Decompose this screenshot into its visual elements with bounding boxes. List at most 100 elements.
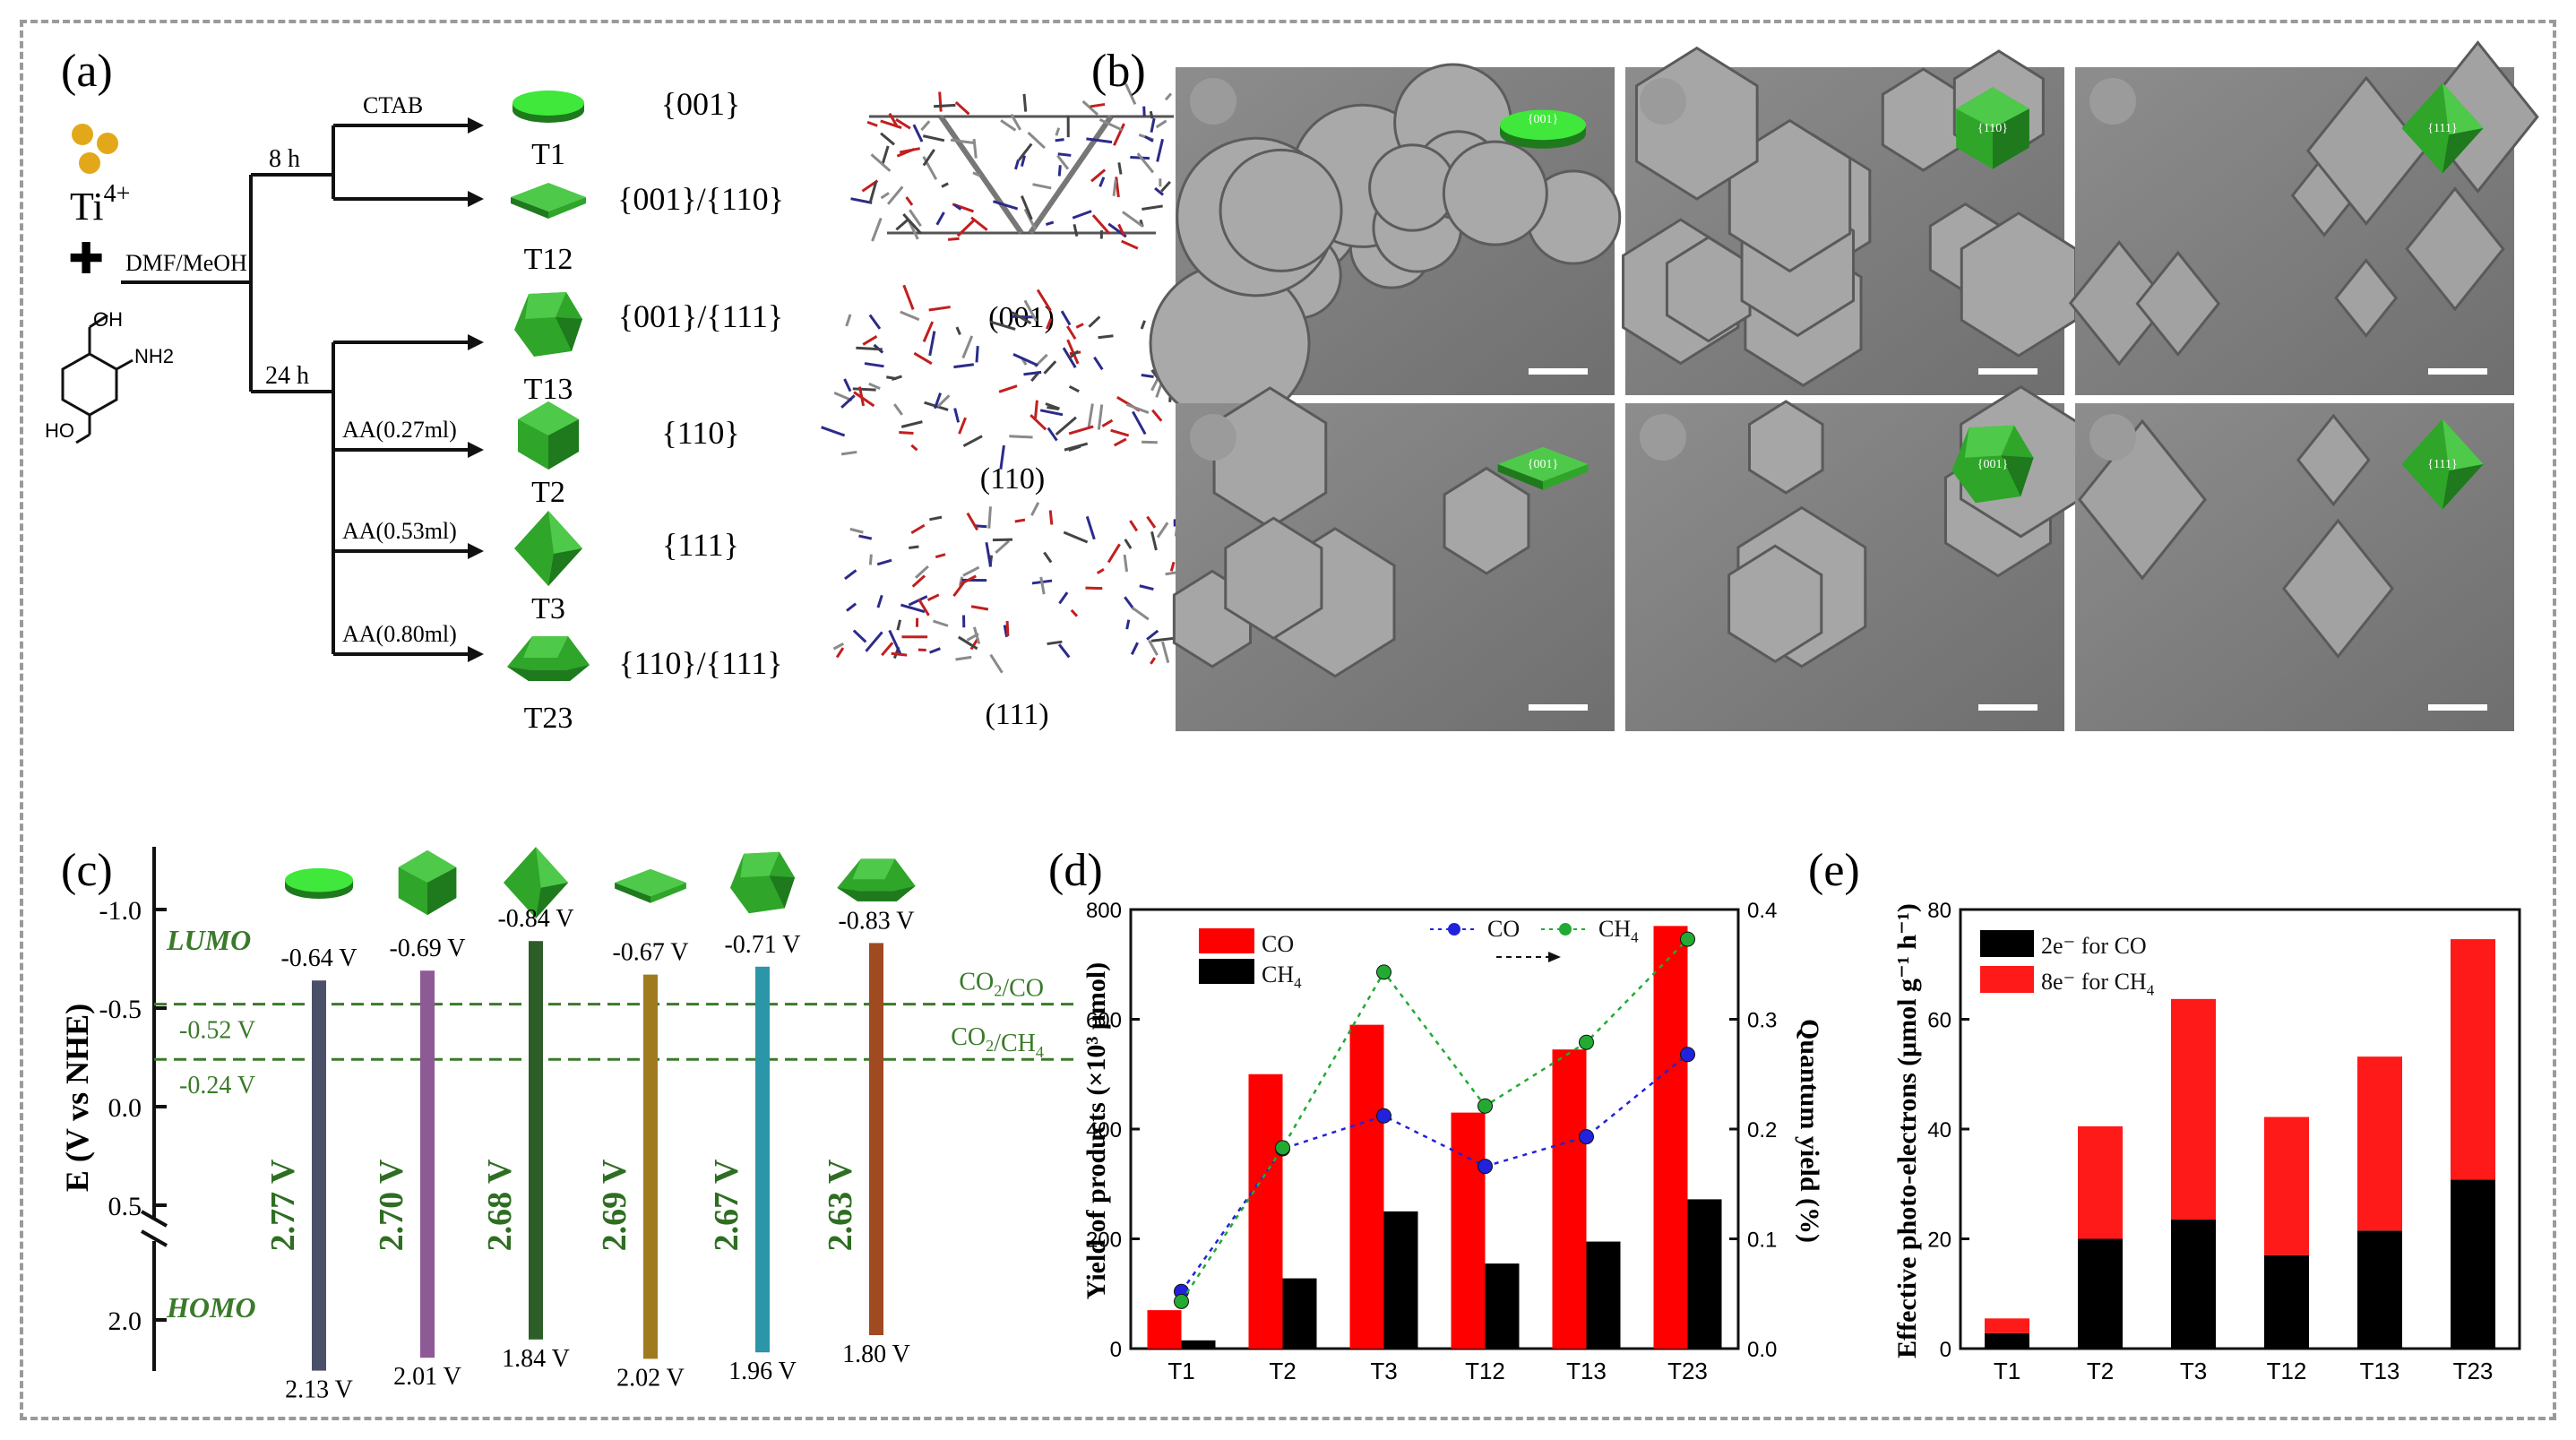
bar-segment-co (1985, 1332, 2029, 1349)
y-axis-label: Yield of products (×10³ μmol) (1081, 962, 1111, 1299)
facet-inset-icon (1500, 109, 1586, 149)
scale-bar (1978, 704, 2038, 711)
branch-t23: AA(0.80ml) T23 {110}/{111} (333, 621, 783, 735)
branch-t1: CTAB T1 {001} (333, 86, 740, 171)
panel-d: (d) 0 200 400 600 800 0.0 0.1 0.2 0.3 0.4 Yield of… (1048, 845, 1824, 1384)
y-tick-label: -0.5 (99, 995, 142, 1024)
bar-segment-co (2357, 1230, 2402, 1349)
sample-label: T3 (531, 592, 565, 625)
legend-label: CO (1262, 931, 1294, 957)
sample-label: T1 (531, 138, 565, 171)
legend-label: CH4 (1598, 916, 1639, 946)
bar-segment-co (2264, 1255, 2309, 1349)
bar-segment-co (2171, 1220, 2216, 1349)
quantum-yield-point (1376, 964, 1391, 980)
ligand-structure (61, 314, 134, 444)
homo-value-label: 2.13 V (285, 1376, 353, 1404)
panel-b: (b) {001} {110} {111} {001} {001} {111} (1091, 40, 2539, 731)
lumo-value-label: -0.67 V (612, 939, 688, 967)
y-tick-label: 40 (1927, 1118, 1951, 1143)
plus-icon: ✚ (68, 236, 104, 283)
legend-swatch (1980, 966, 2034, 993)
bar-segment-ch4 (2171, 998, 2216, 1220)
condition-label: AA(0.80ml) (342, 621, 457, 647)
gap-value-label: 2.77 V (264, 1159, 302, 1251)
gap-value-label: 2.63 V (822, 1159, 859, 1251)
y-tick-label: 60 (1927, 1009, 1951, 1033)
branch-t2: AA(0.27ml) T2 {110} (333, 401, 740, 509)
y-tick-label: 0 (1940, 1338, 1951, 1362)
x-tick-label: T3 (2180, 1358, 2207, 1384)
bar-co (1552, 1049, 1587, 1349)
gap-value-label: 2.69 V (596, 1159, 633, 1251)
lumo-label: LUMO (166, 924, 251, 956)
time-8h: 8 h (269, 145, 300, 173)
gap-value-label: 2.68 V (481, 1159, 519, 1251)
crystal-structure-3: (111) (832, 502, 1189, 731)
sample-label: T13 (524, 373, 573, 406)
bar-segment-ch4 (2357, 1056, 2402, 1231)
y-tick-label: 600 (1086, 1009, 1122, 1033)
scale-bar (1529, 368, 1588, 375)
bar-segment-co (2451, 1179, 2495, 1349)
facet-label: {001}/{110} (617, 181, 784, 217)
crystal-structure-1: (001) (850, 82, 1174, 334)
ti-label: Ti4+ (70, 180, 130, 229)
branch-t12: T12 {001}/{110} (333, 181, 784, 276)
x-tick-label: T1 (1994, 1358, 2020, 1384)
facet-label: {001}/{111} (618, 298, 783, 334)
lumo-value-label: -0.84 V (497, 905, 573, 933)
structure-label: (111) (985, 698, 1048, 731)
bar-co (1451, 1112, 1486, 1349)
sample-label: T2 (531, 476, 565, 509)
crystal-icon (729, 851, 796, 914)
legend-label: CH4 (1262, 961, 1302, 992)
legend-label: 2e⁻ for CO (2041, 933, 2147, 959)
y-tick-label: 200 (1086, 1229, 1122, 1253)
homo-value-label: 2.01 V (393, 1363, 461, 1391)
sem-image-1: {001} (1149, 63, 1622, 425)
y2-tick-label: 0.0 (1747, 1338, 1777, 1362)
crystal-icon (514, 292, 582, 357)
legend-swatch (1199, 928, 1254, 953)
sample-label: T12 (524, 243, 573, 276)
quantum-yield-point (1174, 1293, 1189, 1309)
ligand-nh2-label: NH2 (134, 345, 174, 367)
y-tick-label: 80 (1927, 899, 1951, 923)
time-24h: 24 h (265, 362, 309, 390)
bar-ch4 (1383, 1211, 1418, 1349)
y2-tick-label: 0.3 (1747, 1009, 1777, 1033)
homo-value-label: 1.84 V (502, 1345, 570, 1373)
bar-segment-ch4 (2264, 1117, 2309, 1255)
facet-inset-icon (1497, 446, 1589, 490)
panel-d-label: (d) (1048, 845, 1103, 896)
axis-break (141, 1210, 168, 1228)
legend-label: 8e⁻ for CH4 (2041, 969, 2155, 999)
y-tick-label: 20 (1927, 1229, 1951, 1253)
y-axis-label: E (V vs NHE) (59, 1004, 95, 1192)
y-tick-label: 0.5 (108, 1192, 142, 1221)
scale-bar (2428, 704, 2487, 711)
x-tick-label: T2 (1269, 1358, 1296, 1384)
legend-swatch (1199, 959, 1254, 984)
homo-label: HOMO (166, 1291, 256, 1324)
facet-inset-icon (2401, 82, 2484, 174)
quantum-yield-point (1680, 1047, 1695, 1063)
band-bar (869, 943, 883, 1335)
inset-facet-label: {001} (1528, 458, 1558, 471)
lumo-value-label: -0.64 V (280, 944, 357, 972)
inset-facet-label: {111} (2427, 122, 2457, 135)
quantum-yield-point (1579, 1129, 1594, 1145)
x-tick-label: T2 (2087, 1358, 2114, 1384)
scale-bar (1529, 704, 1588, 711)
structure-label: (110) (980, 462, 1045, 496)
panel-e-label: (e) (1808, 845, 1860, 896)
reference-value-label: -0.24 V (179, 1072, 255, 1099)
condition-label: AA(0.27ml) (342, 417, 457, 443)
y2-axis-label: Quantum yield (%) (1795, 1019, 1824, 1243)
inset-facet-label: {001} (1528, 113, 1558, 126)
crystal-icon (398, 849, 457, 916)
x-tick-label: T12 (2267, 1358, 2307, 1384)
band-bar (529, 941, 543, 1340)
crystal-icon (507, 636, 590, 681)
